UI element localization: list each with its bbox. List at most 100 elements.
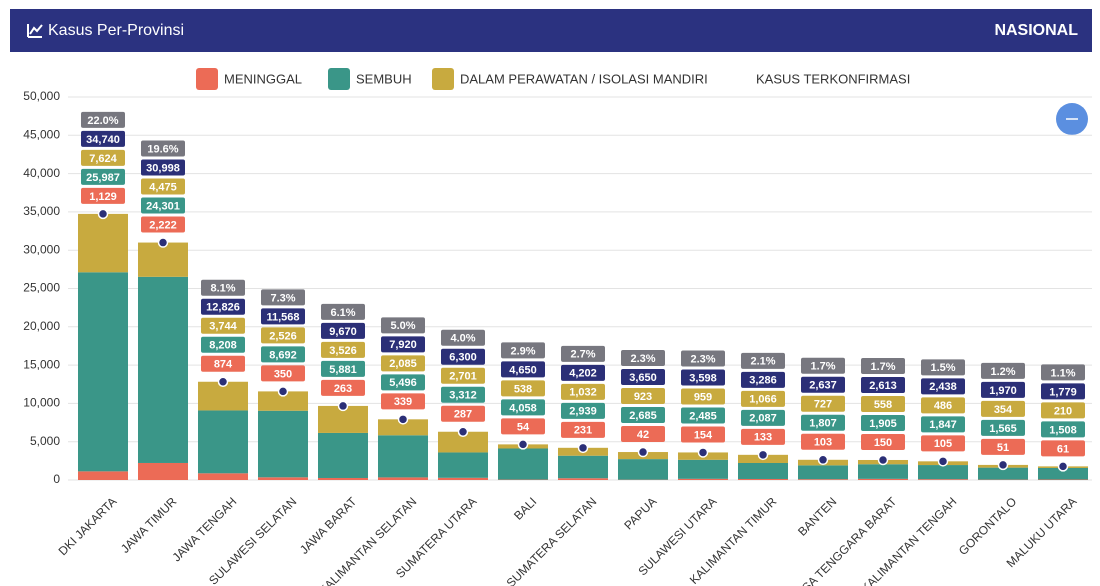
bar-segment xyxy=(438,477,488,480)
data-label-box xyxy=(321,341,365,358)
y-tick-label: 5,000 xyxy=(30,434,60,448)
share-label-box xyxy=(1041,364,1085,381)
bar-segment xyxy=(318,432,368,478)
bar-segment xyxy=(258,410,308,478)
data-label: 2,613 xyxy=(869,380,897,392)
total-dot xyxy=(877,454,889,466)
data-label-box xyxy=(201,336,245,353)
share-label: 2.3% xyxy=(630,353,655,365)
data-label: 4,202 xyxy=(569,368,597,380)
data-label-box xyxy=(441,386,485,403)
share-label: 19.6% xyxy=(147,143,178,155)
data-label-box xyxy=(441,405,485,422)
legend-label: MENINGGAL xyxy=(224,71,302,86)
share-label-box xyxy=(741,352,785,369)
data-label: 5,881 xyxy=(329,364,357,376)
share-label: 1.7% xyxy=(870,361,895,373)
total-dot xyxy=(697,447,709,458)
data-label: 1,807 xyxy=(809,418,837,430)
data-label: 34,740 xyxy=(86,134,120,146)
total-dot xyxy=(757,449,769,461)
total-dot xyxy=(517,439,529,450)
data-label-box xyxy=(741,390,785,407)
share-label: 2.1% xyxy=(750,356,775,368)
share-label: 5.0% xyxy=(390,320,415,332)
share-label-box xyxy=(561,345,605,362)
data-label-box xyxy=(261,308,305,325)
data-label: 486 xyxy=(934,400,952,412)
share-label: 1.2% xyxy=(990,366,1015,378)
data-label-box xyxy=(381,374,425,391)
data-label-box xyxy=(981,400,1025,417)
data-label: 2,637 xyxy=(809,380,837,392)
y-tick-label: 30,000 xyxy=(23,242,60,256)
data-label-box xyxy=(501,361,545,378)
legend-swatch xyxy=(328,68,350,90)
data-label: 339 xyxy=(394,396,412,408)
data-label-box xyxy=(981,419,1025,436)
data-label: 959 xyxy=(694,391,712,403)
data-label-box xyxy=(201,298,245,315)
bar-segment xyxy=(438,431,488,453)
legend-swatch xyxy=(196,68,218,90)
data-label: 1,565 xyxy=(989,423,1017,435)
data-label-box xyxy=(981,381,1025,398)
data-label: 3,744 xyxy=(209,321,237,333)
bar-segment xyxy=(378,435,428,478)
data-label-box xyxy=(261,327,305,344)
data-label: 4,650 xyxy=(509,364,537,376)
data-label: 3,650 xyxy=(629,372,657,384)
data-label-box xyxy=(201,355,245,372)
total-dot xyxy=(97,208,109,220)
data-label: 8,208 xyxy=(209,340,237,352)
chart-icon xyxy=(27,24,43,38)
data-label-box xyxy=(81,187,125,204)
data-label: 2,438 xyxy=(929,381,957,393)
total-dot xyxy=(157,237,169,248)
legend-label: DALAM PERAWATAN / ISOLASI MANDIRI xyxy=(460,71,708,86)
data-label: 11,568 xyxy=(266,311,299,323)
x-tick-label: BALI xyxy=(511,494,539,522)
bar-segment xyxy=(378,419,428,436)
data-label-box xyxy=(321,322,365,339)
data-label: 558 xyxy=(874,399,892,411)
data-label-box xyxy=(621,388,665,405)
data-label-box xyxy=(141,197,185,214)
data-label: 263 xyxy=(334,383,352,395)
data-label-box xyxy=(621,407,665,424)
share-label: 22.0% xyxy=(87,115,118,127)
x-tick-label: JAWA BARAT xyxy=(297,494,360,557)
y-tick-label: 50,000 xyxy=(23,89,60,103)
data-label: 1,905 xyxy=(869,418,897,430)
data-label: 2,222 xyxy=(149,219,177,231)
bar-segment xyxy=(918,465,968,480)
bar-segment xyxy=(1038,467,1088,480)
share-label: 4.0% xyxy=(450,333,475,345)
header-scope[interactable]: NASIONAL xyxy=(994,22,1078,39)
data-label: 2,701 xyxy=(449,371,477,383)
data-label: 538 xyxy=(514,383,532,395)
y-tick-label: 20,000 xyxy=(23,319,60,333)
data-label: 2,087 xyxy=(749,413,777,425)
share-label-box xyxy=(381,317,425,334)
share-label-box xyxy=(261,289,305,306)
data-label-box xyxy=(1041,402,1085,419)
bar-segment xyxy=(918,479,968,480)
data-label: 231 xyxy=(574,425,592,437)
total-dot xyxy=(1057,461,1069,472)
share-label-box xyxy=(81,111,125,128)
x-tick-label: JAWA TIMUR xyxy=(118,494,180,556)
data-label-box xyxy=(741,428,785,445)
data-label-box xyxy=(861,433,905,450)
y-tick-label: 25,000 xyxy=(23,281,60,295)
data-label: 8,692 xyxy=(269,349,297,361)
bar-segment xyxy=(738,462,788,479)
data-label-box xyxy=(921,435,965,452)
share-label: 1.5% xyxy=(930,362,955,374)
data-label-box xyxy=(681,388,725,405)
data-label: 2,685 xyxy=(629,410,657,422)
x-tick-label: BANTEN xyxy=(795,494,839,538)
share-label: 2.9% xyxy=(510,345,535,357)
bar-segment xyxy=(78,272,128,472)
